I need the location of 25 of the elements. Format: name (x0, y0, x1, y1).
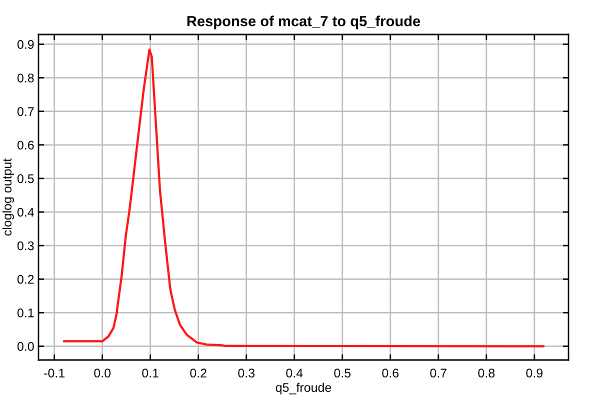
x-axis-title: q5_froude (276, 382, 332, 394)
x-tick-label: 0.3 (238, 368, 255, 378)
x-tick-label: 0.5 (334, 368, 351, 378)
line-series (62, 48, 545, 348)
x-tick-label: 0.7 (430, 368, 446, 378)
y-tick-label: 0.4 (17, 208, 34, 217)
y-tick-label: 0.5 (17, 174, 34, 184)
x-tick-label: 0.6 (382, 368, 399, 378)
y-tick-label: 0.7 (17, 107, 34, 116)
y-tick-label: 0.8 (17, 74, 34, 82)
x-tick-label: 0.1 (142, 368, 158, 378)
x-tick-label: 0.8 (478, 368, 495, 378)
x-tick-label: 0.0 (94, 368, 111, 378)
x-tick-label: 0.2 (190, 368, 206, 378)
x-tick-label: 0.4 (286, 368, 303, 378)
y-tick-label: 0.0 (17, 342, 34, 351)
x-tick-label: 0.9 (526, 368, 543, 378)
x-tick-label: -0.1 (44, 368, 65, 378)
y-tick-label: 0.6 (17, 140, 34, 150)
y-axis-title: cloglog output (2, 158, 14, 236)
y-tick-label: 0.1 (17, 308, 34, 318)
y-tick-label: 0.3 (17, 241, 34, 250)
y-tick-label: 0.2 (17, 274, 34, 284)
chart-title: Response of mcat_7 to q5_froude (187, 16, 420, 30)
y-tick-label: 0.9 (17, 40, 34, 49)
